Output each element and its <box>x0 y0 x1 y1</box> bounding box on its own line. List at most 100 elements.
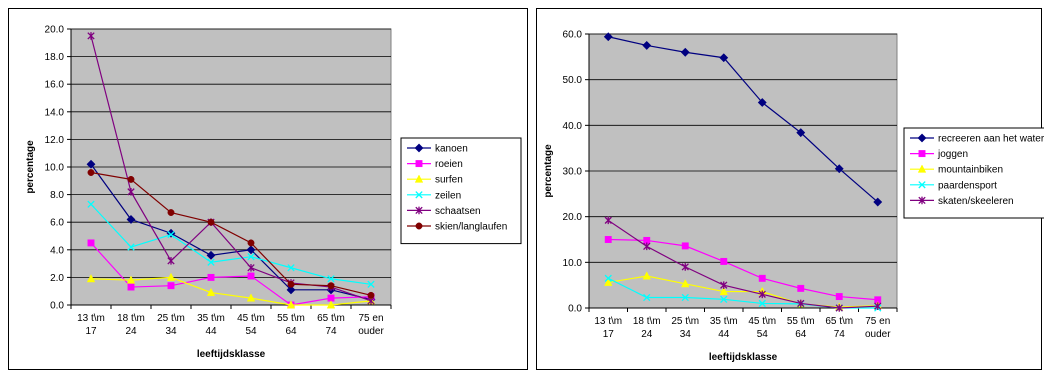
right-data-point-skaten-skeeleren <box>720 281 728 289</box>
right-legend-label: joggen <box>937 149 968 160</box>
left-y-axis-title: percentage <box>25 140 36 194</box>
right-data-point-paardensport <box>720 295 728 303</box>
left-data-point-zeilen <box>87 200 95 208</box>
right-data-point-recreeren-aan-het-water <box>719 53 729 63</box>
right-series-line-skaten-skeeleren <box>607 219 878 309</box>
right-legend-item-paardensport: paardensport <box>910 180 997 191</box>
left-legend-item-zeilen: zeilen <box>407 190 461 201</box>
left-data-point-surfen <box>126 275 136 284</box>
left-series-skien-langlaufen <box>87 169 375 299</box>
right-legend: recreeren aan het water joggen mountainbik… <box>903 127 1044 219</box>
right-data-point-skaten-skeeleren <box>874 302 882 310</box>
right-data-point-skaten-skeeleren <box>604 216 612 225</box>
right-data-point-joggen <box>720 257 728 265</box>
right-legend-marker <box>918 150 926 158</box>
right-data-point-mountainbiken <box>681 279 690 288</box>
left-data-point-kanoen <box>246 245 256 255</box>
right-series-recreeren-aan-het-water <box>603 32 883 207</box>
right-x-tick-label: 75 en ouder <box>865 316 891 340</box>
left-legend-label: skien/langlaufen <box>435 222 507 233</box>
right-series-line-joggen <box>608 238 878 301</box>
right-data-point-recreeren-aan-het-water <box>680 47 690 57</box>
right-legend-marker <box>918 181 926 189</box>
left-legend-marker <box>415 222 423 230</box>
right-x-tick-label: 55 t\m 64 <box>787 316 815 340</box>
left-series-line-roeien <box>90 242 372 306</box>
right-y-axis-title: percentage <box>543 144 554 198</box>
left-data-point-skien-langlaufen <box>127 175 135 183</box>
left-series-line-skien-langlaufen <box>90 171 372 296</box>
right-data-point-recreeren-aan-het-water <box>873 197 883 207</box>
left-data-point-schaatsen <box>87 32 95 40</box>
left-data-point-surfen <box>166 272 176 281</box>
left-data-point-zeilen <box>287 264 295 272</box>
right-x-tick-label: 25 t\m 34 <box>671 316 699 340</box>
left-y-tick-label: 12.0 <box>45 135 65 146</box>
left-series-line-kanoen <box>90 163 372 301</box>
right-data-point-skaten-skeeleren <box>797 299 805 308</box>
left-data-point-zeilen <box>367 280 375 288</box>
left-data-point-skien-langlaufen <box>327 282 335 290</box>
left-y-tick-label: 0.0 <box>50 301 64 312</box>
left-data-point-roeien <box>207 273 215 281</box>
left-data-point-surfen <box>326 300 336 309</box>
right-y-tick-label: 40.0 <box>563 121 583 132</box>
left-data-point-zeilen <box>207 258 215 266</box>
left-legend-marker <box>415 191 423 199</box>
right-legend-label: recreeren aan het water <box>938 134 1044 145</box>
right-series-line-mountainbiken <box>608 275 878 308</box>
left-y-tick-label: 20.0 <box>45 25 65 36</box>
right-legend-marker <box>917 164 927 173</box>
left-x-tick-label: 75 en ouder <box>358 313 384 337</box>
right-data-point-skaten-skeeleren <box>835 304 843 312</box>
left-y-tick-label: 2.0 <box>50 273 64 284</box>
left-x-axis-title: leeftijdsklasse <box>197 349 266 360</box>
right-series-line-recreeren-aan-het-water <box>608 36 879 203</box>
right-data-point-recreeren-aan-het-water <box>834 164 844 174</box>
left-data-point-schaatsen <box>127 188 135 196</box>
right-y-tick-label: 10.0 <box>563 258 583 269</box>
left-series-line-schaatsen <box>90 35 372 302</box>
right-data-point-recreeren-aan-het-water <box>642 40 652 50</box>
left-data-point-zeilen <box>327 275 335 283</box>
left-x-tick-label: 45 t\m 54 <box>237 313 265 337</box>
left-legend-label: kanoen <box>435 144 468 155</box>
left-gridlines <box>71 28 391 278</box>
right-data-point-skaten-skeeleren <box>758 290 766 299</box>
left-y-axis-ticks: 0.0 2.0 4.0 6.0 8.0 10.0 12.0 14.0 16.0 18.0 20.0 <box>45 25 71 312</box>
right-legend-item-mountainbiken: mountainbiken <box>910 164 1003 176</box>
left-x-tick-label: 18 t\m 24 <box>117 313 145 337</box>
left-x-tick-label: 65 t\m 74 <box>317 313 345 337</box>
right-legend-box <box>903 127 1044 219</box>
left-data-point-surfen <box>246 293 256 302</box>
right-x-tick-label: 45 t\m 54 <box>748 316 776 340</box>
left-data-point-zeilen <box>167 230 175 239</box>
left-legend-marker <box>414 174 424 183</box>
right-legend-label: mountainbiken <box>938 165 1003 176</box>
right-data-point-paardensport <box>758 299 766 308</box>
right-data-point-paardensport <box>643 293 651 302</box>
right-data-point-mountainbiken <box>604 277 613 286</box>
left-x-tick-label: 25 t\m 34 <box>157 313 185 337</box>
left-y-tick-label: 6.0 <box>50 218 64 229</box>
right-legend-item-skaten-skeeleren: skaten/skeeleren <box>910 196 1014 207</box>
left-legend-item-skien-langlaufen: skien/langlaufen <box>407 222 507 233</box>
right-data-point-skaten-skeeleren <box>643 242 651 251</box>
right-data-point-skaten-skeeleren <box>681 263 689 271</box>
left-legend-marker <box>414 143 424 153</box>
right-data-point-recreeren-aan-het-water <box>757 98 767 107</box>
left-legend-label: schaatsen <box>435 206 481 217</box>
left-data-point-skien-langlaufen <box>287 280 295 288</box>
left-legend-item-surfen: surfen <box>407 174 463 186</box>
left-data-point-skien-langlaufen <box>207 218 215 226</box>
right-legend-marker <box>917 133 927 143</box>
left-data-point-surfen <box>286 300 296 309</box>
left-x-tick-label: 13 t\m 17 <box>77 313 105 337</box>
right-series-joggen <box>604 236 882 304</box>
left-series-zeilen <box>87 200 375 288</box>
right-legend-label: paardensport <box>938 180 997 191</box>
left-data-point-skien-langlaufen <box>87 169 95 176</box>
right-y-tick-label: 50.0 <box>563 75 583 86</box>
right-y-tick-label: 60.0 <box>563 30 583 41</box>
right-data-point-recreeren-aan-het-water <box>796 128 806 138</box>
